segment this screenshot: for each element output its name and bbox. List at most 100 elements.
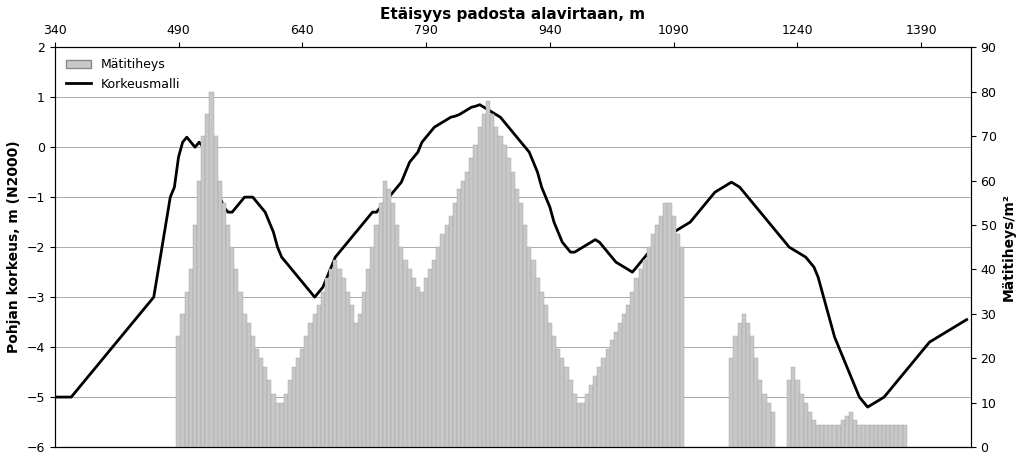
Bar [490, 114, 494, 447]
Bar [729, 358, 733, 447]
Bar [251, 336, 255, 447]
Bar [833, 425, 837, 447]
Bar [675, 234, 680, 447]
Bar [762, 394, 766, 447]
Bar [342, 278, 346, 447]
Bar [350, 305, 354, 447]
Bar [618, 322, 622, 447]
Bar [358, 314, 362, 447]
Bar [593, 376, 597, 447]
Bar [346, 292, 350, 447]
Bar [663, 203, 668, 447]
Bar [193, 225, 197, 447]
Bar [882, 425, 886, 447]
Bar [317, 305, 321, 447]
Bar [486, 101, 490, 447]
Bar [279, 402, 283, 447]
Bar [415, 287, 420, 447]
Bar [551, 336, 557, 447]
Bar [655, 225, 659, 447]
Bar [602, 358, 606, 447]
X-axis label: Etäisyys padosta alavirtaan, m: Etäisyys padosta alavirtaan, m [381, 7, 646, 22]
Bar [742, 314, 746, 447]
Bar [825, 425, 829, 447]
Bar [610, 340, 614, 447]
Bar [812, 420, 816, 447]
Bar [527, 247, 531, 447]
Bar [263, 367, 267, 447]
Legend: Mätitiheys, Korkeusmalli: Mätitiheys, Korkeusmalli [61, 54, 185, 96]
Bar [395, 225, 399, 447]
Bar [218, 181, 222, 447]
Bar [861, 425, 865, 447]
Bar [898, 425, 902, 447]
Bar [449, 216, 453, 447]
Bar [510, 171, 515, 447]
Bar [804, 402, 808, 447]
Bar [746, 322, 750, 447]
Bar [197, 181, 202, 447]
Bar [424, 278, 429, 447]
Bar [849, 412, 853, 447]
Bar [820, 425, 825, 447]
Bar [329, 269, 333, 447]
Bar [247, 322, 251, 447]
Bar [890, 425, 894, 447]
Bar [523, 225, 527, 447]
Bar [498, 136, 502, 447]
Bar [338, 269, 342, 447]
Bar [787, 380, 792, 447]
Bar [210, 91, 214, 447]
Bar [275, 402, 279, 447]
Bar [300, 349, 305, 447]
Bar [234, 269, 238, 447]
Y-axis label: Mätitiheys/m²: Mätitiheys/m² [1003, 193, 1016, 301]
Bar [387, 189, 391, 447]
Bar [808, 412, 812, 447]
Bar [659, 216, 664, 447]
Bar [894, 425, 898, 447]
Bar [354, 322, 358, 447]
Bar [754, 358, 758, 447]
Bar [569, 380, 573, 447]
Bar [870, 425, 874, 447]
Bar [733, 336, 738, 447]
Bar [461, 181, 465, 447]
Bar [432, 261, 437, 447]
Bar [634, 278, 638, 447]
Bar [638, 269, 642, 447]
Bar [189, 269, 193, 447]
Bar [255, 349, 259, 447]
Bar [474, 145, 478, 447]
Bar [370, 247, 374, 447]
Bar [441, 234, 445, 447]
Bar [799, 394, 804, 447]
Bar [878, 425, 882, 447]
Bar [470, 158, 474, 447]
Bar [494, 127, 498, 447]
Bar [202, 136, 206, 447]
Bar [630, 292, 634, 447]
Bar [411, 278, 416, 447]
Bar [374, 225, 379, 447]
Y-axis label: Pohjan korkeus, m (N2000): Pohjan korkeus, m (N2000) [7, 141, 20, 353]
Bar [766, 402, 770, 447]
Bar [750, 336, 754, 447]
Bar [738, 322, 742, 447]
Bar [379, 203, 383, 447]
Bar [614, 332, 618, 447]
Bar [391, 203, 395, 447]
Bar [651, 234, 655, 447]
Bar [478, 127, 482, 447]
Bar [577, 402, 581, 447]
Bar [445, 225, 449, 447]
Bar [539, 292, 544, 447]
Bar [214, 136, 218, 447]
Bar [206, 114, 210, 447]
Bar [321, 292, 325, 447]
Bar [502, 145, 506, 447]
Bar [407, 269, 411, 447]
Bar [457, 189, 461, 447]
Bar [313, 314, 317, 447]
Bar [453, 203, 457, 447]
